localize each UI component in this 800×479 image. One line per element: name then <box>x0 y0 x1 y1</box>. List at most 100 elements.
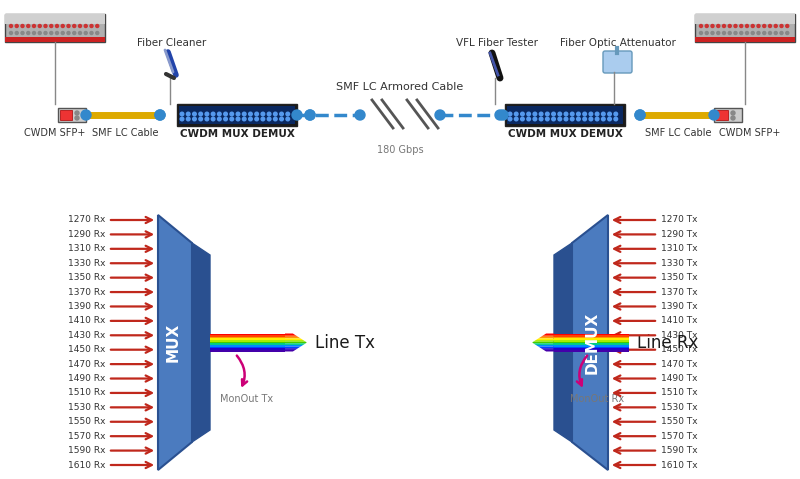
Circle shape <box>740 32 742 34</box>
Circle shape <box>570 112 574 116</box>
Circle shape <box>514 112 518 116</box>
Polygon shape <box>534 340 554 342</box>
FancyBboxPatch shape <box>695 14 795 42</box>
Polygon shape <box>285 338 303 340</box>
Circle shape <box>711 24 714 27</box>
Text: 1370 Rx: 1370 Rx <box>67 287 105 297</box>
Circle shape <box>577 117 580 121</box>
Polygon shape <box>533 342 554 343</box>
FancyBboxPatch shape <box>177 104 297 126</box>
Circle shape <box>728 24 731 27</box>
Polygon shape <box>554 347 629 348</box>
Circle shape <box>570 117 574 121</box>
Circle shape <box>10 32 13 34</box>
Circle shape <box>44 24 47 27</box>
Text: 180 Gbps: 180 Gbps <box>377 145 423 155</box>
FancyBboxPatch shape <box>695 37 795 42</box>
Text: 1330 Rx: 1330 Rx <box>67 259 105 268</box>
Circle shape <box>539 112 543 116</box>
Circle shape <box>521 112 524 116</box>
Polygon shape <box>554 345 629 347</box>
Circle shape <box>527 117 530 121</box>
Circle shape <box>255 112 258 116</box>
Polygon shape <box>210 345 285 347</box>
Circle shape <box>180 117 184 121</box>
Circle shape <box>274 117 277 121</box>
Polygon shape <box>285 337 300 338</box>
Polygon shape <box>538 347 554 348</box>
Circle shape <box>595 117 599 121</box>
Circle shape <box>193 112 196 116</box>
Circle shape <box>762 32 766 34</box>
Circle shape <box>21 32 24 34</box>
Circle shape <box>589 112 593 116</box>
Text: 1610 Tx: 1610 Tx <box>661 460 698 469</box>
FancyBboxPatch shape <box>5 14 105 24</box>
Polygon shape <box>285 343 306 345</box>
Text: 1510 Rx: 1510 Rx <box>67 388 105 398</box>
Circle shape <box>211 117 215 121</box>
Text: 1390 Rx: 1390 Rx <box>67 302 105 311</box>
Circle shape <box>261 112 265 116</box>
Circle shape <box>508 117 512 121</box>
Circle shape <box>67 32 70 34</box>
Text: 1370 Tx: 1370 Tx <box>661 287 698 297</box>
Polygon shape <box>210 333 285 335</box>
Circle shape <box>746 24 749 27</box>
Circle shape <box>193 117 196 121</box>
Circle shape <box>552 112 555 116</box>
Circle shape <box>495 110 505 120</box>
FancyBboxPatch shape <box>60 110 72 120</box>
Circle shape <box>706 24 708 27</box>
Polygon shape <box>536 345 554 347</box>
Circle shape <box>26 24 30 27</box>
Circle shape <box>84 24 87 27</box>
Circle shape <box>249 112 252 116</box>
Circle shape <box>762 24 766 27</box>
Text: 1270 Tx: 1270 Tx <box>661 216 698 225</box>
Polygon shape <box>534 343 554 345</box>
Circle shape <box>614 117 618 121</box>
Circle shape <box>746 32 749 34</box>
Circle shape <box>731 116 735 120</box>
Circle shape <box>305 110 315 120</box>
Text: 1430 Tx: 1430 Tx <box>661 331 698 340</box>
Circle shape <box>355 110 365 120</box>
Circle shape <box>286 112 290 116</box>
Circle shape <box>67 24 70 27</box>
Circle shape <box>558 112 562 116</box>
Circle shape <box>211 112 215 116</box>
FancyBboxPatch shape <box>714 108 742 122</box>
Circle shape <box>236 117 240 121</box>
Circle shape <box>186 117 190 121</box>
FancyBboxPatch shape <box>505 104 625 126</box>
Text: MonOut Tx: MonOut Tx <box>221 395 274 404</box>
Circle shape <box>205 112 209 116</box>
Polygon shape <box>554 350 629 352</box>
Text: 1590 Rx: 1590 Rx <box>67 446 105 455</box>
Circle shape <box>218 112 221 116</box>
Circle shape <box>280 112 283 116</box>
Circle shape <box>205 117 209 121</box>
Text: 1310 Tx: 1310 Tx <box>661 244 698 253</box>
Circle shape <box>589 117 593 121</box>
Text: CWDM MUX DEMUX: CWDM MUX DEMUX <box>507 129 622 139</box>
Text: VFL Fiber Tester: VFL Fiber Tester <box>456 38 538 48</box>
Circle shape <box>774 24 778 27</box>
Circle shape <box>595 112 599 116</box>
Text: 1350 Rx: 1350 Rx <box>67 273 105 282</box>
Circle shape <box>602 117 605 121</box>
Circle shape <box>255 117 258 121</box>
Text: CWDM SFP+: CWDM SFP+ <box>719 128 781 138</box>
Circle shape <box>558 117 562 121</box>
Text: 1450 Rx: 1450 Rx <box>68 345 105 354</box>
Circle shape <box>78 24 82 27</box>
FancyBboxPatch shape <box>507 106 623 124</box>
Circle shape <box>717 24 720 27</box>
Circle shape <box>75 116 79 120</box>
Circle shape <box>527 112 530 116</box>
Circle shape <box>769 24 771 27</box>
Circle shape <box>50 24 53 27</box>
Polygon shape <box>210 335 285 337</box>
Circle shape <box>734 24 737 27</box>
